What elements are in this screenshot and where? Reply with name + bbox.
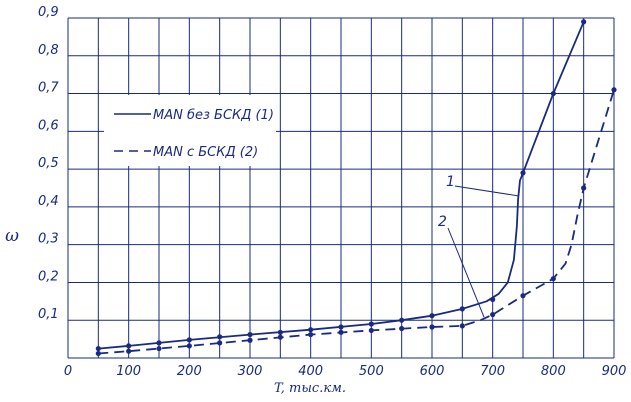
x-tick-label: 500 bbox=[359, 364, 384, 379]
series-2-point bbox=[429, 324, 435, 330]
series-1-point bbox=[247, 331, 253, 338]
annotation-leader-2 bbox=[447, 227, 485, 318]
annotation-leader-1 bbox=[454, 185, 520, 197]
y-tick-label: 0,3 bbox=[38, 232, 59, 247]
series-2-point bbox=[186, 343, 192, 349]
series-group bbox=[95, 19, 617, 357]
series-2-point bbox=[611, 87, 617, 93]
y-tick-label: 0,1 bbox=[38, 307, 59, 322]
series-1-point bbox=[550, 90, 556, 97]
series-1-point bbox=[338, 324, 344, 330]
series-1-point bbox=[186, 337, 192, 343]
series-1-point bbox=[126, 343, 132, 349]
y-tick-label: 0,9 bbox=[38, 5, 59, 20]
x-tick-label: 800 bbox=[541, 364, 566, 379]
y-tick-label: 0,8 bbox=[38, 43, 59, 58]
series-1-point bbox=[217, 334, 223, 340]
y-tick-label: 0,5 bbox=[38, 156, 59, 171]
y-tick-label: 0,4 bbox=[38, 194, 59, 209]
grid bbox=[67, 17, 615, 359]
series-1-point bbox=[429, 313, 435, 319]
y-axis-label: ω bbox=[5, 226, 19, 246]
y-tick-label: 0,6 bbox=[38, 118, 59, 133]
series-2-point bbox=[399, 325, 405, 332]
series-1-point bbox=[95, 345, 101, 352]
series-1-point bbox=[308, 327, 314, 333]
series-1-point bbox=[490, 296, 496, 303]
legend-label-1: MAN без БСКД (1) bbox=[153, 108, 274, 123]
y-tick-label: 0,2 bbox=[38, 269, 59, 284]
series-2-point bbox=[338, 329, 344, 335]
series-2-point bbox=[217, 340, 223, 346]
x-tick-label: 400 bbox=[298, 364, 323, 379]
series-2-point bbox=[156, 345, 162, 352]
x-tick-label: 900 bbox=[602, 364, 627, 379]
annotations: 1 2 bbox=[438, 174, 520, 318]
series-line-2 bbox=[98, 89, 615, 355]
tick-labels: 0 100 200 300 400 500 600 700 800 900 0,1 0,2 0,3 0,4… bbox=[38, 5, 626, 379]
series-2-point bbox=[126, 348, 132, 354]
series-2-point bbox=[490, 311, 496, 318]
x-axis-label: T, тыс.км. bbox=[274, 381, 346, 396]
x-tick-label: 100 bbox=[116, 364, 141, 379]
x-tick-label: 200 bbox=[177, 364, 202, 379]
x-tick-label: 700 bbox=[480, 364, 505, 379]
series-2-point bbox=[95, 350, 101, 357]
series-1-point bbox=[581, 19, 587, 25]
legend-label-2: MAN с БСКД (2) bbox=[153, 145, 258, 160]
series-2-point bbox=[247, 337, 253, 343]
series-2-point bbox=[581, 185, 587, 191]
series-1-point bbox=[156, 340, 162, 346]
annotation-label-2: 2 bbox=[438, 214, 447, 230]
legend-background bbox=[104, 95, 276, 166]
y-tick-label: 0,7 bbox=[38, 81, 59, 96]
series-2-point bbox=[520, 293, 526, 299]
series-2-point bbox=[308, 331, 314, 338]
x-tick-label: 0 bbox=[64, 364, 72, 379]
series-1-point bbox=[520, 170, 526, 176]
series-1-point bbox=[459, 306, 465, 312]
series-2-point bbox=[459, 323, 465, 329]
series-2-point bbox=[277, 334, 283, 340]
x-tick-label: 300 bbox=[238, 364, 263, 379]
series-1-point bbox=[277, 329, 283, 335]
series-1-point bbox=[399, 317, 405, 323]
series-1-point bbox=[368, 321, 374, 327]
annotation-label-1: 1 bbox=[446, 174, 455, 190]
series-2-point bbox=[550, 276, 556, 282]
series-2-point bbox=[368, 327, 374, 334]
legend: MAN без БСКД (1) MAN с БСКД (2) bbox=[104, 95, 276, 166]
x-tick-label: 600 bbox=[420, 364, 445, 379]
